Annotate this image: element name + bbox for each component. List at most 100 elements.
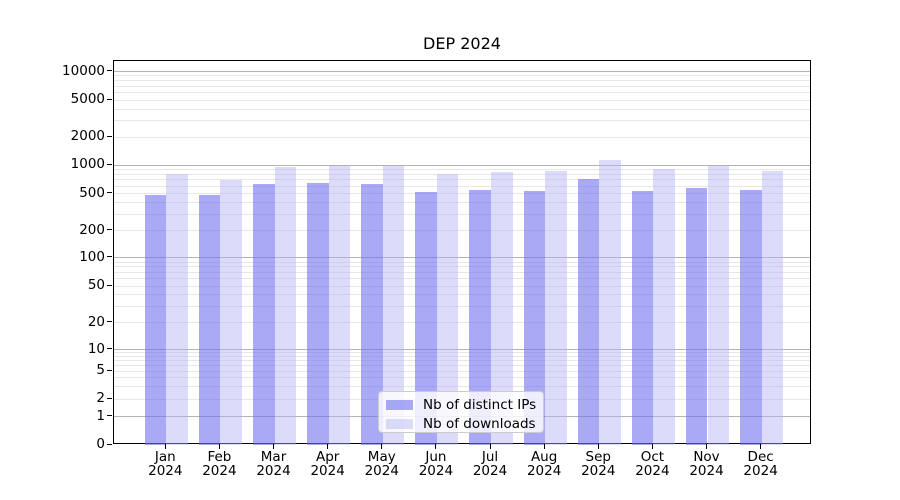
bar-downloads — [707, 165, 730, 445]
y-tick-label: 2000 — [70, 128, 105, 144]
x-tick — [489, 444, 491, 449]
x-tick-label: Mar 2024 — [256, 449, 291, 479]
x-tick-label: Sep 2024 — [581, 449, 616, 479]
gridline — [114, 352, 810, 354]
gridline — [114, 257, 810, 259]
gridline — [114, 355, 810, 357]
bar-distinct-ips — [631, 190, 654, 445]
gridline — [114, 377, 810, 379]
legend-swatch-distinct-ips — [386, 399, 413, 411]
bar-distinct-ips — [685, 187, 708, 445]
y-tick-label: 100 — [79, 248, 105, 265]
bar-downloads — [274, 166, 297, 445]
x-tick-label: Jul 2024 — [472, 449, 508, 479]
x-tick — [543, 444, 545, 449]
bar-downloads — [653, 168, 675, 445]
gridline — [114, 173, 810, 175]
gridline — [114, 278, 810, 280]
gridline — [114, 202, 810, 204]
y-tick — [107, 192, 112, 194]
x-tick — [651, 444, 653, 449]
gridline — [114, 85, 810, 87]
gridline — [114, 364, 810, 366]
y-tick-label: 500 — [79, 184, 105, 201]
gridline — [114, 120, 810, 122]
bar-distinct-ips — [740, 189, 762, 445]
gridline — [114, 185, 810, 187]
bar-downloads — [761, 171, 784, 445]
bar-distinct-ips — [361, 184, 383, 445]
x-tick — [164, 444, 166, 449]
y-tick — [107, 397, 112, 399]
gridline — [114, 213, 810, 215]
bar-distinct-ips — [523, 190, 546, 445]
gridline — [114, 266, 810, 268]
y-tick-label: 10 — [87, 340, 105, 357]
y-tick-label: 50 — [87, 277, 105, 293]
gridline — [114, 271, 810, 273]
x-tick — [273, 444, 275, 449]
x-tick-label: Aug 2024 — [526, 449, 562, 479]
y-tick — [107, 163, 112, 165]
x-tick — [597, 444, 599, 449]
gridline — [114, 99, 810, 101]
gridline — [114, 230, 810, 231]
gridline — [114, 305, 810, 307]
legend-swatch-downloads — [386, 418, 413, 430]
y-tick-label: 2 — [96, 390, 105, 407]
y-tick — [107, 443, 112, 445]
y-tick — [107, 70, 112, 71]
gridline — [114, 261, 810, 263]
x-tick — [381, 444, 383, 449]
legend-label-distinct-ips: Nb of distinct IPs — [423, 397, 537, 413]
bar-downloads — [436, 174, 459, 445]
gridline — [114, 360, 810, 362]
y-tick-label: 5 — [96, 362, 105, 378]
y-tick-label: 200 — [79, 221, 105, 238]
gridline — [114, 92, 810, 93]
gridline — [114, 193, 810, 195]
bar-downloads — [166, 173, 188, 445]
chart-title: DEP 2024 — [423, 34, 501, 53]
x-tick — [435, 444, 437, 449]
gridline — [114, 386, 810, 388]
x-tick — [218, 444, 220, 449]
gridline — [114, 71, 810, 72]
y-tick-label: 1 — [96, 407, 105, 424]
legend-item-distinct-ips: Nb of distinct IPs — [386, 397, 536, 413]
y-tick-label: 1000 — [70, 156, 105, 172]
y-tick — [107, 98, 112, 100]
y-tick — [107, 321, 112, 322]
y-tick-label: 20 — [87, 313, 105, 330]
bar-distinct-ips — [415, 192, 437, 445]
bar-distinct-ips — [469, 189, 491, 445]
bar-distinct-ips — [198, 194, 221, 445]
x-tick-label: Jun 2024 — [418, 449, 454, 479]
y-tick — [107, 135, 112, 137]
gridline — [114, 168, 810, 170]
x-tick-label: Dec 2024 — [743, 449, 778, 479]
gridline — [114, 179, 810, 181]
x-tick-label: Nov 2024 — [689, 449, 724, 479]
y-tick — [107, 348, 112, 349]
legend: Nb of distinct IPs Nb of downloads — [378, 391, 544, 433]
y-tick — [107, 369, 112, 371]
x-tick-label: Feb 2024 — [202, 449, 237, 479]
gridline — [114, 322, 810, 323]
bar-distinct-ips — [252, 184, 275, 445]
gridline — [114, 136, 810, 138]
x-tick — [327, 444, 329, 449]
bar-downloads — [545, 171, 567, 445]
bar-downloads — [328, 166, 351, 445]
y-tick — [107, 415, 112, 417]
bar-downloads — [220, 180, 242, 445]
bar-distinct-ips — [577, 179, 600, 445]
x-tick — [706, 444, 707, 449]
gridline — [114, 370, 810, 372]
y-tick-label: 0 — [96, 436, 105, 452]
y-tick-label: 5000 — [70, 91, 105, 107]
x-tick-label: Oct 2024 — [635, 449, 670, 479]
y-tick — [107, 229, 112, 230]
x-tick — [760, 444, 762, 449]
